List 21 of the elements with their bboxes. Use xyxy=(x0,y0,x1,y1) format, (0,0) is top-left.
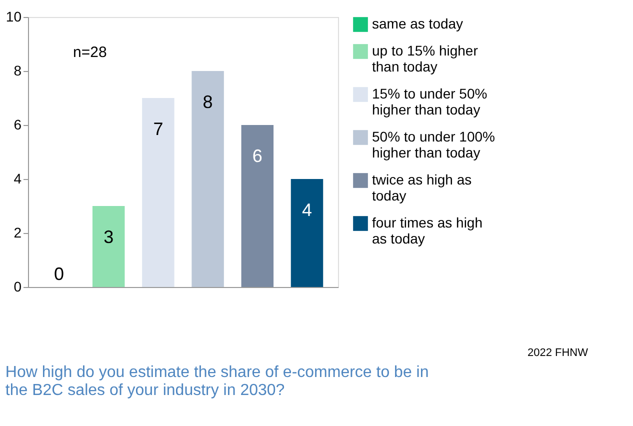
data-label: 8 xyxy=(202,92,213,112)
legend-label: 50% to under 100% higher than today xyxy=(372,128,495,160)
legend-label: same as today xyxy=(372,16,464,32)
y-tick-label: 2 xyxy=(14,224,22,240)
legend-label: 15% to under 50% higher than today xyxy=(372,86,488,118)
y-tick-label: 0 xyxy=(14,278,22,294)
legend-label: four times as high as today xyxy=(372,214,482,246)
data-label: 7 xyxy=(153,119,164,139)
text: 2022 FHNW xyxy=(527,347,589,359)
legend-label: up to 15% higher than today xyxy=(372,42,478,74)
data-label: 4 xyxy=(302,200,312,220)
data-label: 3 xyxy=(104,227,114,247)
y-tick-label: 10 xyxy=(6,8,22,24)
text: How high do you estimate the share of e-commerce to be in the B2C sales of your industry in 2030? xyxy=(5,364,429,399)
data-label: 0 xyxy=(54,264,64,284)
y-tick-label: 6 xyxy=(14,116,22,132)
data-label: 6 xyxy=(252,146,262,166)
y-tick-label: 8 xyxy=(14,62,22,78)
y-tick-label: 4 xyxy=(14,170,22,186)
legend-label: twice as high as today xyxy=(372,172,472,204)
annotation: n=28 xyxy=(73,44,107,61)
